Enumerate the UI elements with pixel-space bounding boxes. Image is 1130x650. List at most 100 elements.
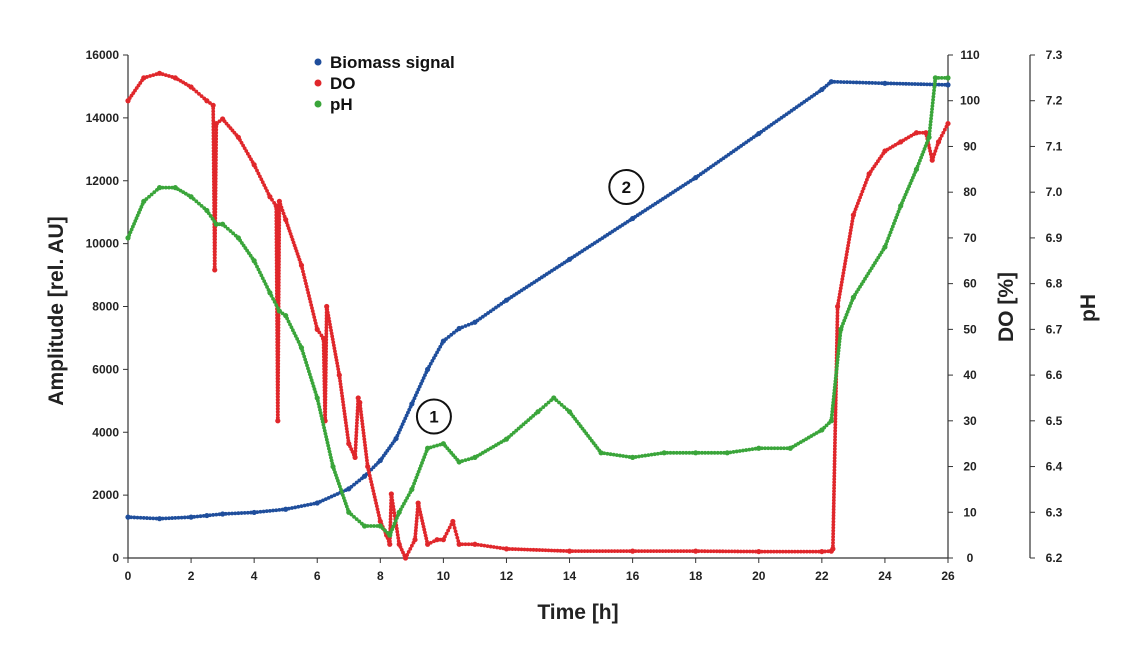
trace-dot (405, 496, 410, 500)
trace-dot (276, 385, 280, 390)
trace-dot (938, 136, 943, 141)
trace-dot (405, 553, 410, 557)
x-tick-label: 22 (815, 569, 829, 583)
trace-dot (274, 210, 279, 214)
trace-dot (323, 409, 328, 414)
trace-dot (910, 82, 914, 86)
trace-dot (402, 419, 406, 424)
trace-dot (916, 82, 920, 87)
trace-dot (565, 259, 569, 263)
trace-dot (564, 549, 569, 553)
trace-dot (245, 510, 250, 515)
trace-dot (307, 293, 311, 298)
trace-dot (833, 379, 838, 384)
trace-dot (935, 143, 940, 147)
trace-dot (241, 143, 246, 148)
trace-dot (831, 528, 836, 533)
trace-dot (456, 539, 461, 543)
trace-dot (333, 470, 337, 475)
trace-dot (170, 185, 175, 190)
trace-dot (357, 519, 362, 524)
trace-dot (276, 319, 281, 324)
trace-dot (336, 478, 340, 483)
trace-dot (681, 450, 685, 455)
trace-dot (277, 253, 281, 258)
trace-dot (460, 542, 465, 547)
trace-dot (360, 521, 364, 526)
trace-dot (211, 139, 216, 144)
trace-dot (332, 346, 337, 351)
data-point (125, 514, 131, 520)
trace-dot (145, 516, 149, 520)
trace-dot (313, 318, 317, 323)
trace-dot (270, 197, 274, 202)
trace-dot (213, 176, 218, 181)
trace-dot (374, 504, 379, 509)
trace-dot (843, 261, 847, 266)
trace-dot (339, 490, 344, 495)
trace-dot (250, 160, 255, 164)
trace-dot (421, 524, 426, 529)
trace-dot (140, 202, 145, 207)
trace-dot (374, 501, 379, 506)
trace-dot (469, 456, 474, 461)
trace-dot (266, 287, 271, 292)
trace-dot (276, 277, 281, 282)
trace-dot (335, 492, 340, 496)
trace-dot (944, 124, 949, 129)
trace-dot (306, 366, 310, 371)
trace-dot (836, 301, 841, 306)
trace-dot (831, 501, 836, 506)
trace-dot (719, 450, 723, 455)
trace-dot (300, 348, 305, 353)
trace-dot (323, 431, 328, 436)
legend-label: Biomass signal (330, 53, 455, 72)
trace-dot (831, 516, 836, 521)
trace-dot (364, 452, 369, 457)
trace-dot (722, 450, 726, 455)
trace-dot (289, 325, 294, 330)
ph-tick-label: 6.3 (1046, 505, 1063, 519)
trace-dot (364, 455, 369, 460)
trace-dot (419, 381, 423, 386)
ph-tick-label: 7.1 (1046, 139, 1063, 153)
trace-dot (411, 484, 415, 489)
trace-dot (276, 274, 281, 279)
trace-dot (660, 549, 665, 554)
trace-dot (640, 454, 644, 458)
trace-dot (336, 370, 341, 375)
trace-dot (343, 414, 347, 419)
left-tick-label: 8000 (92, 300, 119, 314)
trace-dot (845, 246, 850, 251)
trace-dot (318, 407, 322, 412)
trace-dot (833, 413, 838, 418)
trace-dot (368, 524, 373, 528)
trace-dot (847, 234, 852, 239)
trace-dot (337, 376, 342, 380)
trace-dot (406, 550, 411, 554)
trace-dot (931, 91, 936, 96)
trace-dot (213, 207, 218, 211)
trace-dot (834, 373, 838, 377)
trace-dot (414, 519, 419, 524)
trace-dot (398, 507, 403, 512)
trace-dot (943, 82, 947, 87)
trace-dot (412, 481, 416, 486)
ph-tick-label: 6.6 (1046, 368, 1063, 382)
annotation-label: 2 (622, 178, 631, 197)
trace-dot (353, 446, 358, 450)
trace-dot (308, 300, 313, 304)
trace-dot (549, 548, 554, 553)
trace-dot (611, 452, 616, 457)
trace-dot (425, 539, 429, 544)
trace-dot (846, 240, 851, 245)
trace-dot (298, 342, 302, 347)
trace-dot (832, 483, 837, 488)
trace-dot (549, 398, 554, 403)
trace-dot (835, 313, 840, 318)
trace-dot (331, 340, 336, 345)
trace-dot (711, 549, 716, 554)
trace-dot (346, 438, 351, 443)
trace-dot (186, 193, 191, 198)
trace-dot (244, 149, 249, 153)
